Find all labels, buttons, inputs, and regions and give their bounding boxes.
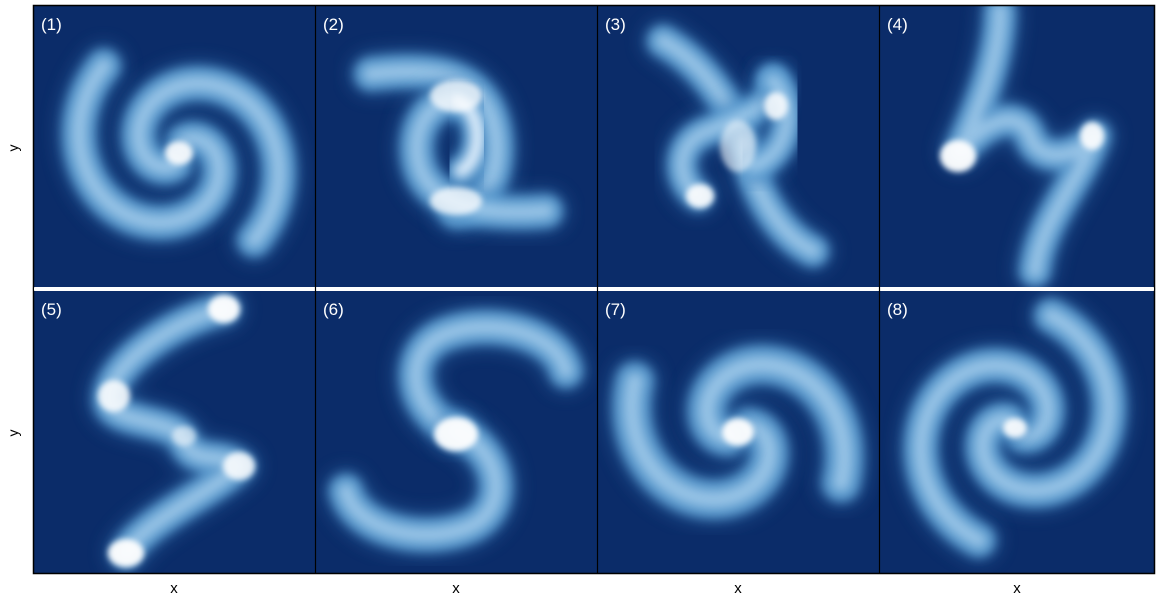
panel-1	[34, 6, 315, 287]
tube-core	[131, 75, 287, 248]
bright-spot	[720, 120, 756, 172]
bright-spot	[98, 380, 130, 412]
tube-core	[623, 372, 778, 508]
tube-core	[71, 58, 227, 231]
x-axis-label-3: x	[734, 580, 742, 597]
panel-label-6: (6)	[323, 300, 344, 319]
bright-spot	[1080, 122, 1104, 150]
panel-background	[316, 6, 597, 287]
bright-spot	[940, 140, 976, 172]
tube-core	[746, 74, 794, 173]
tube-core	[408, 319, 574, 439]
panel-label-5: (5)	[41, 300, 62, 319]
tube-core	[338, 423, 504, 543]
x-axis-label-2: x	[452, 580, 460, 597]
panel-label-4: (4)	[887, 15, 908, 34]
y-axis-label-bottom: y	[5, 429, 21, 437]
panel-label-1: (1)	[41, 15, 62, 34]
bright-spot	[208, 295, 240, 323]
bright-spot	[108, 539, 144, 567]
panel-3	[598, 6, 879, 287]
bright-spot	[430, 80, 482, 112]
panel-8	[880, 291, 1154, 573]
panel-7	[598, 291, 879, 573]
panel-label-8: (8)	[887, 300, 908, 319]
x-axis-label-1: x	[170, 580, 178, 597]
tube-core	[913, 357, 1056, 548]
panel-label-7: (7)	[605, 300, 626, 319]
panel-2	[316, 6, 597, 287]
tube-core	[974, 308, 1117, 499]
bright-spot	[223, 452, 255, 480]
bright-spot	[686, 184, 714, 208]
x-axis-label-4: x	[1013, 580, 1021, 597]
panel-4	[880, 6, 1154, 287]
tube-core	[698, 356, 853, 492]
panel-6	[316, 291, 597, 573]
bright-spot	[165, 141, 193, 165]
y-axis-label-top: y	[5, 144, 21, 152]
bright-spot	[172, 426, 196, 446]
bright-spot	[764, 92, 788, 120]
tube-core	[409, 93, 554, 220]
panel-label-3: (3)	[605, 15, 626, 34]
bright-spot	[434, 417, 478, 451]
panel-5	[34, 291, 315, 573]
bright-spot	[722, 418, 754, 446]
bright-spot	[430, 187, 482, 215]
tube-core	[952, 6, 1103, 279]
bright-spot	[1003, 418, 1027, 438]
panel-label-2: (2)	[323, 15, 344, 34]
